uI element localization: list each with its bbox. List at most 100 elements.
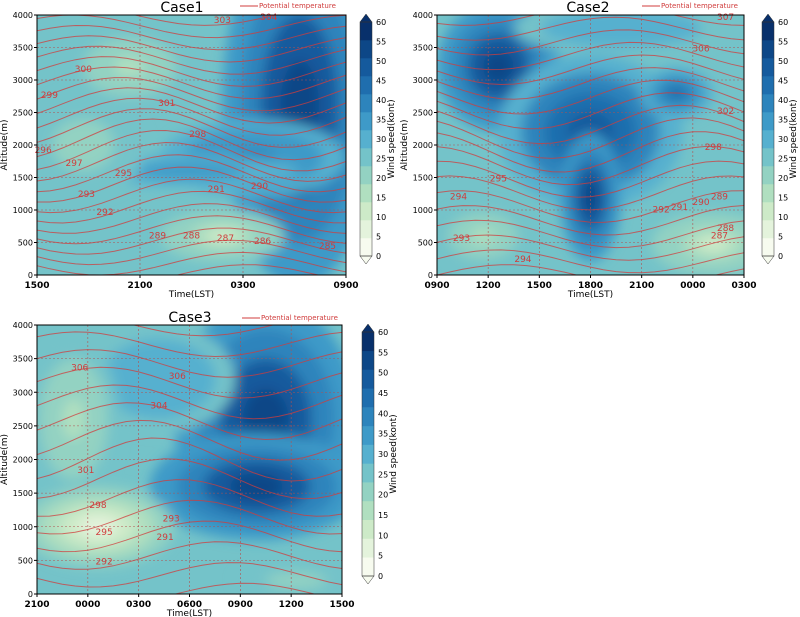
colorbar-tick-label: 35 bbox=[378, 430, 388, 439]
x-tick-label: 1500 bbox=[329, 600, 354, 610]
colorbar-frame bbox=[361, 331, 375, 577]
contour-label: 286 bbox=[254, 237, 271, 247]
colorbar-swatch bbox=[362, 557, 374, 577]
colorbar-tick-label: 5 bbox=[376, 233, 381, 242]
contour-label: 291 bbox=[208, 185, 225, 195]
colorbar-swatch bbox=[360, 166, 372, 185]
colorbar-swatch bbox=[762, 166, 774, 185]
wind-blob bbox=[471, 228, 495, 244]
colorbar-swatch bbox=[762, 220, 774, 239]
contour-line bbox=[37, 264, 321, 275]
contour-line bbox=[37, 154, 346, 193]
contour-line bbox=[37, 35, 346, 63]
contour-label: 294 bbox=[514, 255, 531, 265]
colorbar-frame bbox=[359, 21, 373, 257]
contour-label: 306 bbox=[692, 44, 709, 54]
colorbar-swatch bbox=[362, 500, 374, 520]
wind-blob bbox=[281, 576, 312, 585]
contour-label: 289 bbox=[149, 232, 166, 242]
contour-label: 294 bbox=[450, 193, 467, 203]
colorbar-swatch bbox=[362, 444, 374, 464]
colorbar-swatch bbox=[762, 40, 774, 59]
y-tick-label: 500 bbox=[418, 239, 433, 248]
colorbar-tick-label: 10 bbox=[376, 213, 386, 222]
colorbar-swatch bbox=[762, 112, 774, 131]
colorbar-swatch bbox=[762, 202, 774, 221]
contour-line bbox=[437, 29, 744, 56]
x-tick-label: 0900 bbox=[424, 281, 449, 291]
contour-line bbox=[37, 87, 346, 124]
x-tick-label: 2100 bbox=[127, 281, 152, 291]
contour-label: 295 bbox=[96, 528, 113, 538]
y-tick-label: 0 bbox=[28, 271, 33, 280]
colorbar-tick-label: 30 bbox=[376, 135, 386, 144]
contour-line bbox=[437, 190, 744, 223]
grid bbox=[37, 325, 342, 594]
grid bbox=[37, 15, 346, 275]
legend: Potential temperature bbox=[642, 2, 738, 10]
colorbar-tick-label: 60 bbox=[376, 18, 386, 27]
contour-label: 296 bbox=[35, 146, 52, 156]
x-tick-label: 1500 bbox=[527, 281, 552, 291]
x-tick-label: 0000 bbox=[75, 600, 100, 610]
colorbar-tick-label: 25 bbox=[376, 155, 386, 164]
y-tick-label: 3000 bbox=[413, 76, 433, 85]
contour-label: 292 bbox=[96, 557, 113, 567]
colorbar-extend-min bbox=[761, 255, 775, 265]
wind-blob bbox=[164, 167, 219, 175]
colorbar-swatch bbox=[362, 407, 374, 427]
colorbar-swatch bbox=[362, 538, 374, 558]
y-tick-label: 1000 bbox=[13, 523, 33, 532]
y-tick-label: 3500 bbox=[13, 355, 33, 364]
colorbar-tick-label: 60 bbox=[378, 328, 388, 337]
colorbar-tick-label: 55 bbox=[778, 38, 788, 47]
contour-label: 297 bbox=[65, 159, 82, 169]
y-tick-label: 2500 bbox=[13, 422, 33, 431]
contour-label: 306 bbox=[169, 372, 186, 382]
y-tick-label: 3500 bbox=[413, 44, 433, 53]
legend-label: Potential temperature bbox=[259, 2, 336, 10]
wind-blob bbox=[114, 57, 146, 77]
contour-label: 291 bbox=[671, 203, 688, 213]
wind-blob bbox=[206, 229, 238, 243]
contour-label: 301 bbox=[158, 99, 175, 109]
contour-label: 292 bbox=[96, 208, 113, 218]
colorbar-tick-label: 20 bbox=[378, 491, 388, 500]
contour-line bbox=[37, 66, 346, 100]
contour-line bbox=[37, 166, 346, 203]
x-tick-label: 0000 bbox=[680, 281, 705, 291]
contour-line bbox=[437, 264, 744, 275]
colorbar-swatch bbox=[360, 130, 372, 149]
wind-speed-field bbox=[37, 15, 346, 275]
x-tick-label: 2100 bbox=[24, 600, 49, 610]
legend: Potential temperature bbox=[242, 314, 338, 322]
colorbar: 0 5 10 15 20 25 30 35 40 45 50 55 60 Wind speed(kont) bbox=[761, 13, 799, 265]
contour-label: 301 bbox=[77, 466, 94, 476]
x-tick-label: 0900 bbox=[228, 600, 253, 610]
colorbar-tick-label: 50 bbox=[376, 57, 386, 66]
contour-line bbox=[37, 178, 346, 214]
colorbar-swatch bbox=[360, 184, 372, 203]
y-tick-label: 4000 bbox=[13, 321, 33, 330]
contour-label: 303 bbox=[214, 16, 231, 26]
y-tick-label: 0 bbox=[28, 590, 33, 599]
wind-blob bbox=[483, 50, 514, 84]
contour-label: 298 bbox=[89, 501, 106, 511]
x-tick-label: 1200 bbox=[476, 281, 501, 291]
contour-label: 287 bbox=[217, 234, 234, 244]
colorbar-frame bbox=[761, 21, 775, 257]
colorbar-tick-label: 40 bbox=[376, 96, 386, 105]
colorbar-swatch bbox=[360, 112, 372, 131]
colorbar-extend-max bbox=[361, 323, 375, 333]
colorbar-swatch bbox=[360, 94, 372, 113]
colorbar-swatch bbox=[360, 40, 372, 59]
colorbar-tick-label: 45 bbox=[376, 77, 386, 86]
y-tick-label: 2500 bbox=[13, 109, 33, 118]
legend-label: Potential temperature bbox=[661, 2, 738, 10]
contour-label: 304 bbox=[150, 401, 167, 411]
colorbar-swatch bbox=[362, 388, 374, 408]
contour-label: 306 bbox=[71, 364, 88, 374]
contour-line bbox=[37, 203, 346, 234]
y-axis-label: Altitude(m) bbox=[0, 120, 10, 171]
contour-label: 299 bbox=[41, 91, 58, 101]
